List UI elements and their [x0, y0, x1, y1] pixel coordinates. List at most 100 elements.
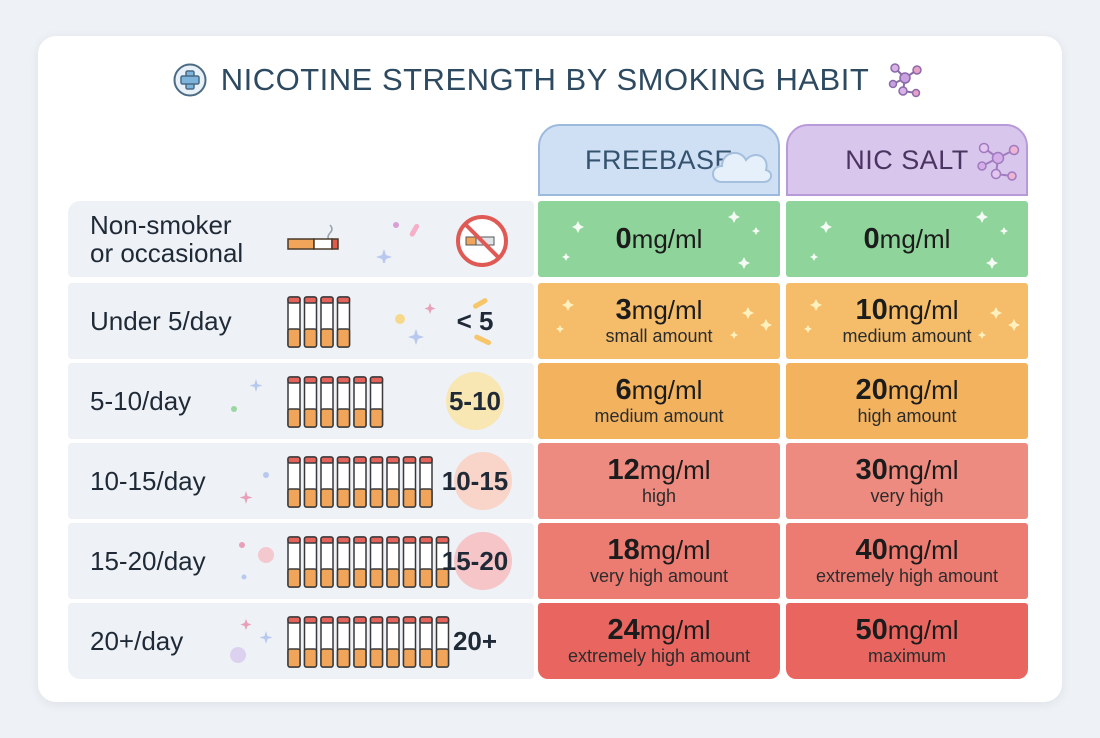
strength-description: maximum: [867, 645, 946, 666]
strength-unit: mg/ml: [639, 454, 711, 485]
sparkle-decoration-icon: [395, 303, 436, 345]
cigarette-icon: [402, 456, 417, 508]
sparkle-decoration-icon: [804, 299, 1020, 339]
cigarette-icon: [320, 616, 334, 668]
cigarette-icon: [303, 536, 318, 588]
row-label-under5: Under 5/day < 5: [68, 283, 534, 359]
cigarette-icon: [386, 456, 400, 508]
row-label-20plus: 20+/day 20+: [68, 603, 534, 679]
nicsalt-cell: 50mg/ml maximum: [786, 603, 1028, 679]
strength-description: medium amount: [594, 405, 724, 426]
row-count: 5-10: [448, 385, 502, 416]
sparkle-decoration-icon: [231, 379, 263, 412]
cigarette-icon: [303, 616, 318, 668]
nicsalt-cell: 10mg/ml medium amount: [786, 283, 1028, 359]
nicsalt-cell: 0mg/ml: [786, 201, 1028, 277]
strength-unit: mg/ml: [887, 614, 959, 645]
nicsalt-cell: 20mg/ml high amount: [786, 363, 1028, 439]
strength-number: 24: [607, 613, 640, 646]
cigarette-icon: [287, 456, 301, 508]
cigarette-icon: [369, 616, 384, 668]
cigarette-icon: [386, 616, 400, 668]
freebase-cell: 3mg/ml small amount: [538, 283, 780, 359]
cigarette-icon: [336, 616, 351, 668]
row-count: < 5: [456, 305, 494, 336]
strength-description: small amount: [605, 325, 713, 346]
sparkle-decoration-icon: [556, 299, 772, 339]
cigarette-icon: [336, 536, 351, 588]
row-label-text: 15-20/day: [90, 546, 206, 576]
no-smoking-icon: [456, 215, 508, 267]
strength-number: 0: [615, 223, 632, 255]
strength-value: 20mg/ml: [855, 373, 959, 406]
row-label-nonsmoker: Non-smoker or occasional: [68, 201, 534, 277]
strength-number: 0: [863, 223, 880, 255]
cigarette-icon: [336, 376, 351, 428]
strength-unit: mg/ml: [887, 374, 959, 405]
sparkle-decoration-icon: [239, 472, 269, 504]
nicsalt-header-label: NIC SALT: [845, 144, 969, 175]
cigarette-icon: [287, 376, 301, 428]
cigarette-icon: [320, 296, 334, 348]
cigarette-icon: [435, 536, 450, 588]
freebase-column-header: FREEBASE: [538, 124, 780, 196]
strength-unit: mg/ml: [887, 294, 959, 325]
row-label-text: 10-15/day: [90, 466, 206, 496]
sparkle-decoration-icon: [230, 619, 273, 663]
freebase-cell: 12mg/ml high: [538, 443, 780, 519]
strength-number: 20: [855, 373, 888, 406]
sparkle-decoration-icon: [810, 211, 1008, 269]
freebase-cell: 24mg/ml extremely high amount: [538, 603, 780, 679]
strength-unit: mg/ml: [631, 294, 703, 325]
cigarette-icon: [369, 376, 384, 428]
row-count: 15-20: [441, 545, 509, 576]
strength-unit: mg/ml: [887, 534, 959, 565]
cigarette-icon: [369, 456, 384, 508]
strength-value: 40mg/ml: [855, 533, 959, 566]
freebase-header-label: FREEBASE: [584, 144, 734, 175]
cigarette-icon: [320, 456, 334, 508]
cigarette-icon: [419, 456, 433, 508]
row-label-text: 5-10/day: [90, 386, 192, 416]
strength-value: 24mg/ml: [607, 613, 710, 646]
cigarette-icon: [303, 456, 318, 508]
strength-number: 10: [855, 293, 888, 326]
cigarette-icon: [303, 376, 318, 428]
strength-description: medium amount: [842, 325, 972, 346]
strength-number: 30: [855, 453, 888, 486]
cigarette-icon: [287, 296, 301, 348]
count-bubble: [454, 452, 512, 510]
cigarette-icon: [353, 536, 367, 588]
strength-number: 12: [607, 453, 640, 486]
strength-value: 10mg/ml: [855, 293, 959, 326]
nicsalt-cell: 40mg/ml extremely high amount: [786, 523, 1028, 599]
strength-unit: mg/ml: [639, 534, 711, 565]
cigarette-icon: [402, 616, 417, 668]
molecule-icon: [889, 63, 923, 98]
cigarette-icon: [287, 224, 339, 250]
strength-value: 6mg/ml: [616, 375, 703, 404]
row-count: 20+: [452, 625, 498, 656]
cigarette-pack-icon: [287, 296, 351, 348]
row-count: 10-15: [441, 465, 509, 496]
count-bubble: [454, 532, 512, 590]
strength-number: 40: [855, 533, 888, 566]
sparkle-decoration-icon: [472, 298, 492, 346]
cigarette-icon: [303, 296, 318, 348]
row-label-15-20: 15-20/day 15-20: [68, 523, 534, 599]
cigarette-pack-icon: [287, 376, 384, 428]
cigarette-icon: [402, 536, 417, 588]
freebase-cell: 0mg/ml: [538, 201, 780, 277]
cigarette-pack-icon: [287, 456, 433, 508]
freebase-cell: 6mg/ml medium amount: [538, 363, 780, 439]
title-row: NICOTINE STRENGTH BY SMOKING HABIT: [0, 58, 1100, 102]
strength-description: very high: [870, 485, 944, 506]
strength-value: 3mg/ml: [616, 294, 703, 325]
cigarette-icon: [386, 536, 400, 588]
medical-plus-icon: [173, 63, 207, 97]
strength-description: very high amount: [589, 565, 729, 586]
cigarette-pack-icon: [287, 616, 450, 668]
cigarette-icon: [353, 616, 367, 668]
row-label-text: Under 5/day: [90, 306, 232, 336]
strength-value: 0mg/ml: [615, 223, 703, 255]
